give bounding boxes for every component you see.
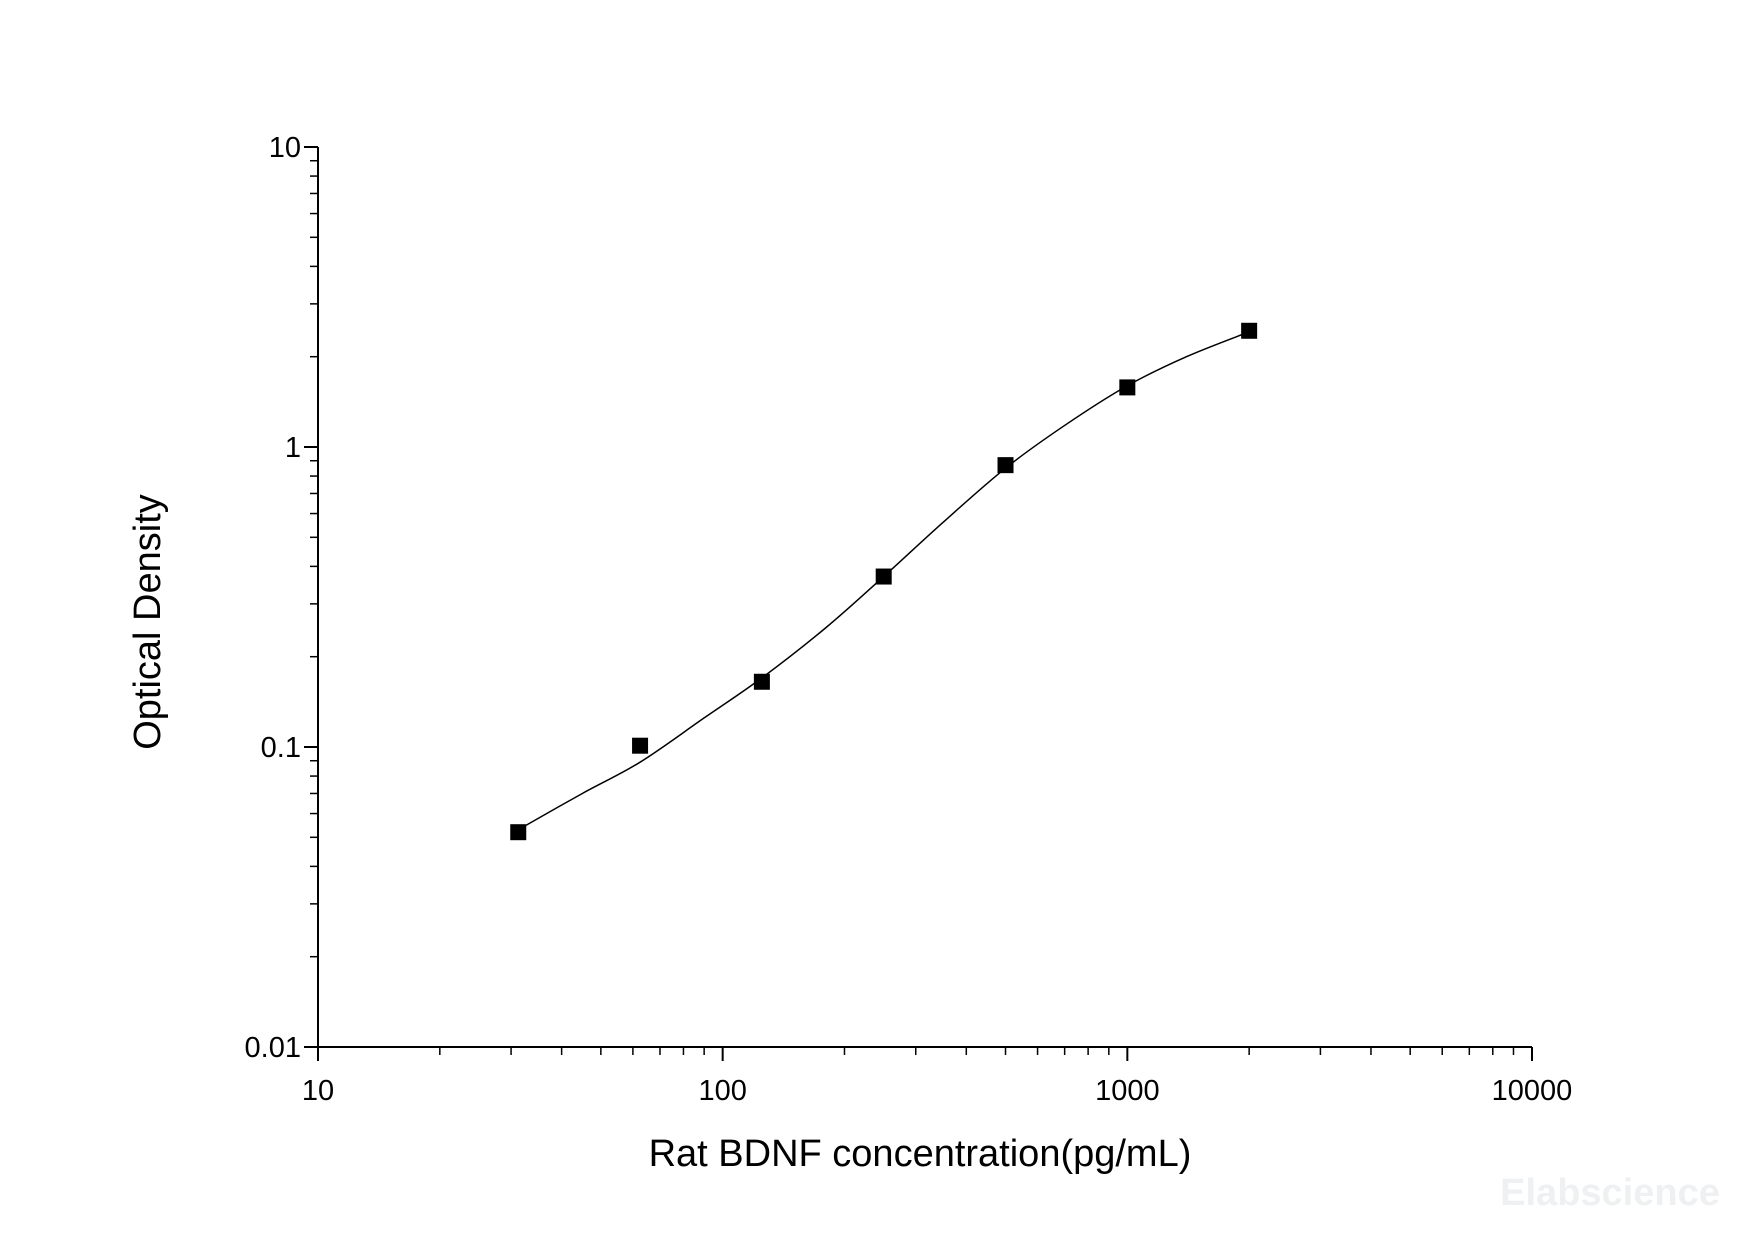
y-axis-title: Optical Density: [127, 494, 169, 750]
data-point: [875, 568, 892, 585]
data-point: [632, 737, 649, 754]
y-tick-label: 0.1: [261, 732, 301, 764]
axes: [317, 147, 1532, 1048]
x-tick-label: 1000: [1095, 1075, 1160, 1107]
x-axis-ticks: 10 100 1000 10000: [302, 1047, 1572, 1107]
data-point: [1241, 322, 1258, 339]
y-axis-ticks: 0.01 0.1 1 10: [245, 132, 318, 1064]
data-point: [1119, 379, 1136, 396]
x-tick-label: 10000: [1492, 1075, 1573, 1107]
data-point: [997, 457, 1014, 474]
x-tick-label: 100: [698, 1075, 746, 1107]
data-points: [510, 322, 1258, 841]
x-axis-title: Rat BDNF concentration(pg/mL): [649, 1133, 1192, 1175]
y-tick-label: 0.01: [245, 1032, 301, 1064]
x-tick-label: 10: [302, 1075, 334, 1107]
data-point: [510, 824, 527, 841]
y-tick-label: 1: [285, 432, 301, 464]
watermark: Elabscience: [1500, 1172, 1720, 1214]
data-point: [753, 673, 770, 690]
y-tick-label: 10: [269, 132, 301, 164]
